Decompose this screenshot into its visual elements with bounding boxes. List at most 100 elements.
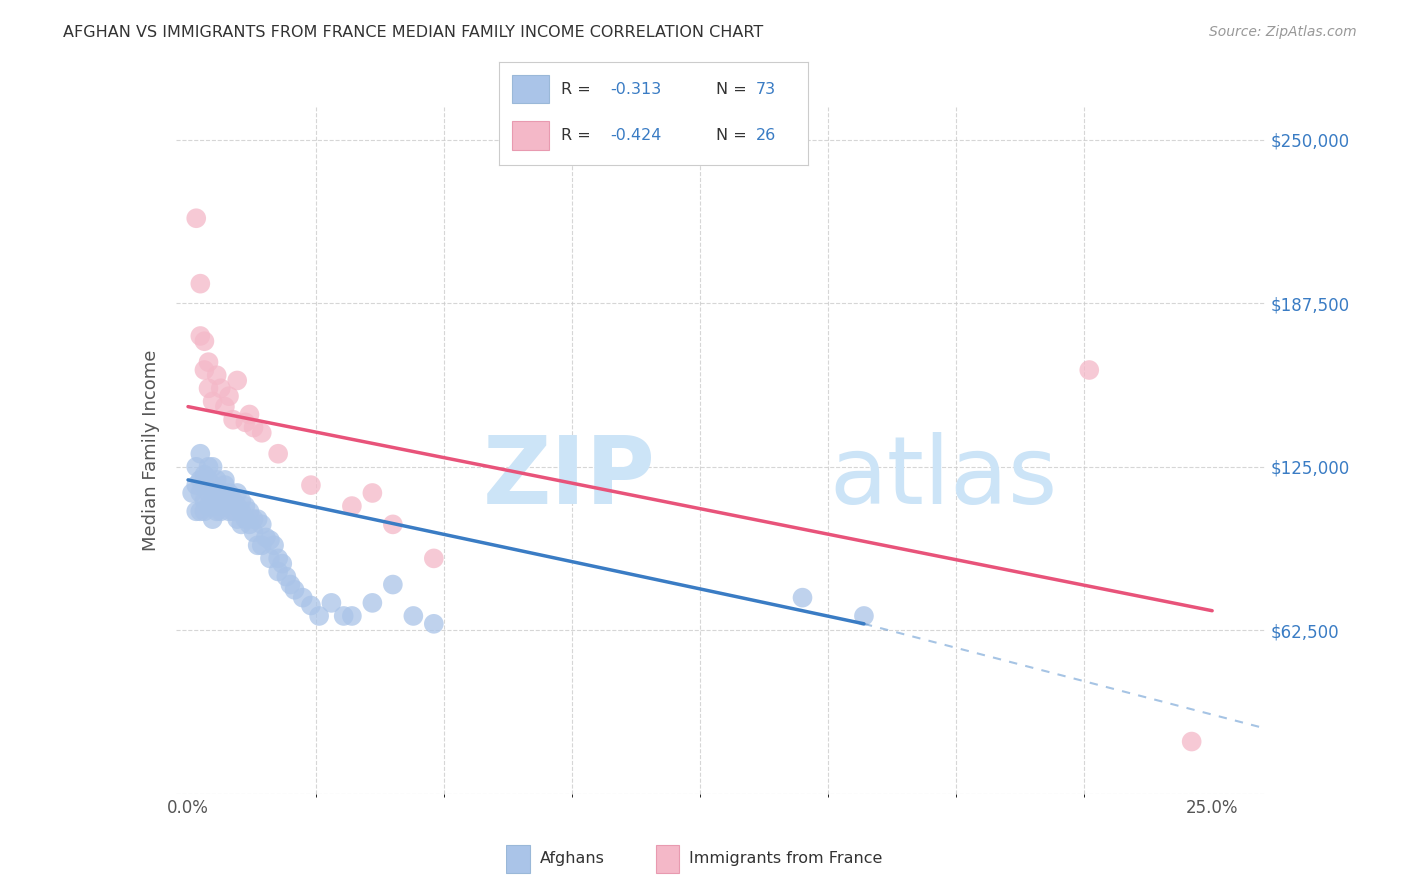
Point bbox=[209, 493, 232, 508]
Point bbox=[186, 504, 208, 518]
Text: -0.313: -0.313 bbox=[610, 81, 662, 96]
Point bbox=[188, 329, 211, 343]
Point bbox=[205, 473, 228, 487]
Point bbox=[197, 499, 219, 513]
Bar bbox=[506, 845, 530, 872]
Point bbox=[186, 459, 208, 474]
Point bbox=[231, 493, 253, 508]
Point bbox=[209, 486, 232, 500]
Point bbox=[226, 374, 249, 388]
Text: Source: ZipAtlas.com: Source: ZipAtlas.com bbox=[1209, 25, 1357, 39]
Y-axis label: Median Family Income: Median Family Income bbox=[142, 350, 160, 551]
Point bbox=[235, 512, 257, 526]
Point bbox=[238, 504, 260, 518]
Point bbox=[340, 609, 363, 624]
Point bbox=[242, 525, 264, 540]
Point bbox=[205, 499, 228, 513]
Point bbox=[280, 577, 302, 591]
Point bbox=[259, 551, 281, 566]
Text: 26: 26 bbox=[756, 128, 776, 143]
Point bbox=[205, 368, 228, 383]
Point bbox=[214, 473, 236, 487]
Point bbox=[381, 517, 404, 532]
Point bbox=[205, 486, 228, 500]
Point bbox=[423, 616, 446, 631]
Point bbox=[214, 400, 236, 414]
Point bbox=[792, 591, 814, 605]
Text: N =: N = bbox=[716, 81, 752, 96]
Point bbox=[188, 504, 211, 518]
Text: Afghans: Afghans bbox=[540, 851, 605, 866]
Point bbox=[402, 609, 425, 624]
Point bbox=[209, 504, 232, 518]
Point bbox=[188, 473, 211, 487]
Point bbox=[231, 517, 253, 532]
Bar bbox=[512, 75, 548, 103]
Point bbox=[1078, 363, 1101, 377]
Point bbox=[193, 363, 215, 377]
Text: atlas: atlas bbox=[830, 432, 1057, 524]
Point bbox=[308, 609, 330, 624]
Bar bbox=[655, 845, 679, 872]
Point bbox=[181, 486, 204, 500]
Point bbox=[188, 277, 211, 291]
Point bbox=[250, 517, 273, 532]
Point bbox=[201, 478, 224, 492]
Point bbox=[242, 420, 264, 434]
Point bbox=[321, 596, 343, 610]
Text: Immigrants from France: Immigrants from France bbox=[689, 851, 883, 866]
Point bbox=[235, 415, 257, 429]
Point bbox=[218, 389, 240, 403]
Point bbox=[193, 493, 215, 508]
Bar bbox=[512, 121, 548, 150]
Point bbox=[222, 504, 245, 518]
Point bbox=[193, 334, 215, 349]
Point bbox=[218, 486, 240, 500]
Point bbox=[299, 599, 322, 613]
Point bbox=[201, 493, 224, 508]
Point bbox=[1181, 734, 1204, 748]
Text: 73: 73 bbox=[756, 81, 776, 96]
Point bbox=[361, 486, 384, 500]
Point bbox=[235, 499, 257, 513]
Text: ZIP: ZIP bbox=[482, 432, 655, 524]
Point bbox=[226, 512, 249, 526]
Point bbox=[267, 551, 290, 566]
Point bbox=[188, 447, 211, 461]
Point bbox=[267, 565, 290, 579]
Point bbox=[197, 473, 219, 487]
Point bbox=[238, 517, 260, 532]
Point bbox=[197, 486, 219, 500]
Text: -0.424: -0.424 bbox=[610, 128, 662, 143]
Point bbox=[263, 538, 285, 552]
Point bbox=[259, 533, 281, 547]
Point bbox=[226, 499, 249, 513]
Point bbox=[201, 459, 224, 474]
Point bbox=[332, 609, 354, 624]
Point bbox=[250, 425, 273, 440]
Point bbox=[193, 478, 215, 492]
Point bbox=[361, 596, 384, 610]
Point bbox=[291, 591, 314, 605]
Point bbox=[197, 355, 219, 369]
Point bbox=[299, 478, 322, 492]
Point bbox=[186, 211, 208, 226]
Point bbox=[222, 493, 245, 508]
Text: AFGHAN VS IMMIGRANTS FROM FRANCE MEDIAN FAMILY INCOME CORRELATION CHART: AFGHAN VS IMMIGRANTS FROM FRANCE MEDIAN … bbox=[63, 25, 763, 40]
Point bbox=[238, 408, 260, 422]
Point bbox=[186, 478, 208, 492]
Point bbox=[222, 413, 245, 427]
Point bbox=[246, 512, 269, 526]
Point bbox=[226, 486, 249, 500]
Text: N =: N = bbox=[716, 128, 752, 143]
Point bbox=[214, 478, 236, 492]
Point bbox=[283, 582, 305, 597]
Point bbox=[218, 493, 240, 508]
Point bbox=[231, 504, 253, 518]
Text: R =: R = bbox=[561, 128, 596, 143]
Point bbox=[242, 512, 264, 526]
Point bbox=[271, 557, 294, 571]
Point bbox=[214, 499, 236, 513]
Point bbox=[209, 381, 232, 395]
Point bbox=[193, 467, 215, 482]
